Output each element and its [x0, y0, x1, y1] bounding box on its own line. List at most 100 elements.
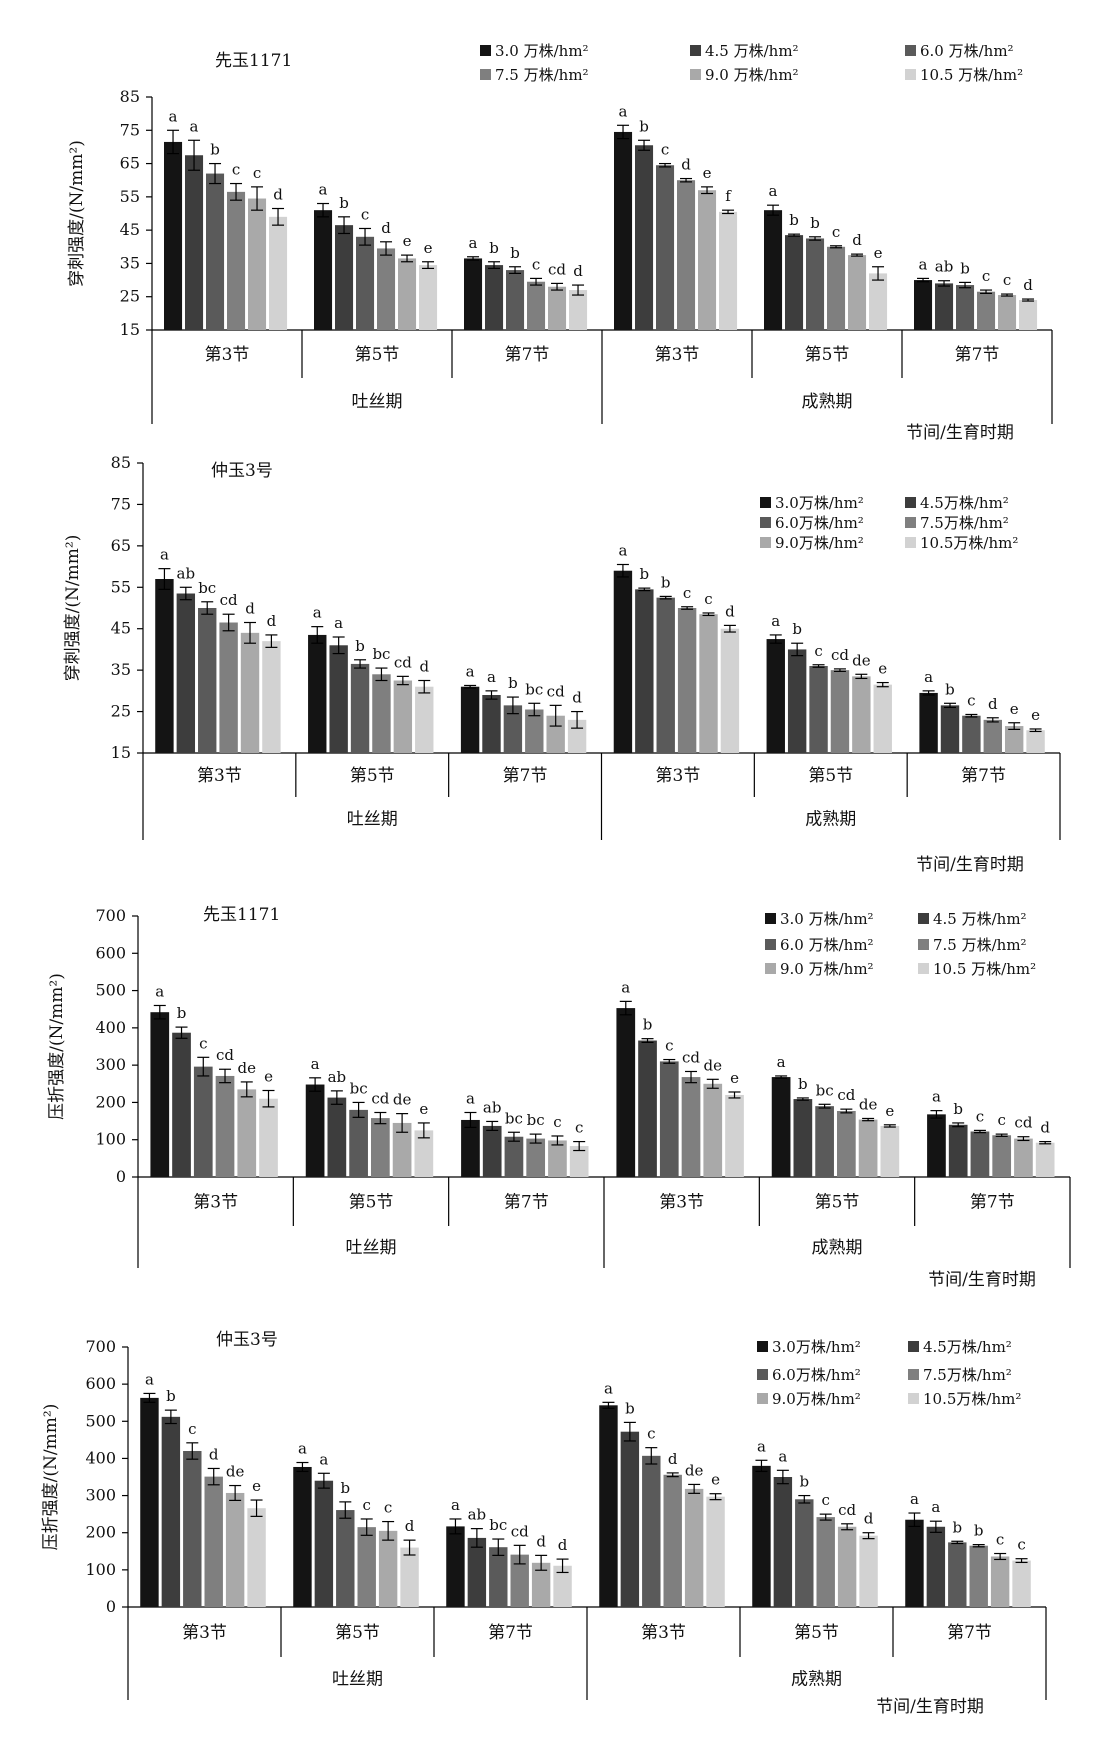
- y-tick-label: 100: [85, 1560, 116, 1579]
- significance-letter: c: [996, 1531, 1004, 1549]
- legend-swatch: [480, 69, 491, 80]
- y-tick-label: 85: [120, 87, 140, 106]
- significance-letter: d: [1023, 276, 1033, 294]
- bar: [677, 180, 696, 330]
- bar: [858, 1119, 878, 1177]
- significance-letter: a: [619, 102, 628, 120]
- bar: [613, 570, 633, 753]
- significance-letter: c: [1003, 271, 1011, 289]
- significance-letter: b: [639, 117, 649, 135]
- category-label: 第5节: [355, 345, 400, 365]
- y-tick-label: 25: [111, 702, 131, 721]
- bar: [787, 649, 807, 753]
- bar: [467, 1537, 487, 1607]
- bar: [719, 211, 738, 330]
- y-tick-label: 700: [85, 1337, 116, 1356]
- significance-letter: d: [988, 695, 998, 713]
- significance-letter: cd: [831, 646, 849, 664]
- legend-swatch: [905, 537, 916, 548]
- significance-letter: e: [419, 1100, 428, 1118]
- significance-letter: b: [974, 1522, 984, 1540]
- legend-swatch: [757, 1369, 768, 1380]
- significance-letter: d: [573, 262, 583, 280]
- legend-label: 4.5 万株/hm²: [933, 910, 1027, 928]
- legend-label: 10.5 万株/hm²: [920, 66, 1023, 84]
- bar: [482, 1125, 502, 1177]
- period-label: 成熟期: [791, 1669, 842, 1690]
- bar: [1014, 1138, 1033, 1177]
- significance-letter: b: [510, 244, 520, 262]
- significance-letter: d: [864, 1510, 874, 1528]
- legend: 3.0 万株/hm² 4.5 万株/hm² 6.0 万株/hm² 7.5 万株/hm²…: [765, 910, 1036, 978]
- bar: [614, 131, 633, 330]
- significance-letter: c: [253, 164, 261, 182]
- category-label: 第3节: [659, 1193, 704, 1213]
- significance-letter: b: [210, 141, 220, 159]
- significance-letter: c: [199, 1034, 207, 1052]
- significance-letter: a: [169, 107, 178, 125]
- chart-panel-4: 0100200300400500600700压折强度/(N/mm²)abcdde…: [41, 1330, 1047, 1717]
- significance-letter: a: [319, 1450, 328, 1468]
- significance-letter: b: [340, 1479, 350, 1497]
- y-tick-label: 45: [120, 220, 140, 239]
- bar: [259, 1098, 278, 1177]
- significance-letter: cd: [837, 1086, 855, 1104]
- significance-letter: d: [681, 156, 691, 174]
- bar: [616, 1008, 636, 1177]
- significance-letter: ab: [468, 1506, 487, 1524]
- category-label: 第3节: [205, 345, 250, 365]
- significance-letter: a: [451, 1496, 460, 1514]
- y-axis-label: 穿刺强度/(N/mm²): [63, 535, 83, 682]
- significance-letter: cd: [220, 591, 238, 609]
- bar: [357, 1527, 376, 1607]
- significance-letter: b: [952, 1518, 962, 1536]
- bar: [703, 1083, 723, 1177]
- category-label: 第7节: [504, 1193, 549, 1213]
- significance-letter: a: [160, 546, 169, 564]
- legend-label: 7.5 万株/hm²: [495, 66, 589, 84]
- significance-letter: cd: [547, 682, 565, 700]
- category-label: 第3节: [641, 1623, 686, 1643]
- legend-label: 10.5万株/hm²: [923, 1390, 1021, 1408]
- legend-label: 9.0万株/hm²: [772, 1390, 861, 1408]
- legend-label: 9.0 万株/hm²: [780, 960, 874, 978]
- legend-label: 6.0万株/hm²: [775, 514, 864, 532]
- significance-letter: ab: [177, 564, 196, 582]
- significance-letter: d: [852, 231, 862, 249]
- legend-label: 6.0万株/hm²: [772, 1366, 861, 1384]
- bar: [990, 1556, 1010, 1607]
- bar: [308, 634, 327, 753]
- bar: [248, 198, 267, 330]
- legend-swatch: [760, 517, 771, 528]
- bar: [503, 705, 523, 753]
- y-tick-label: 35: [120, 253, 140, 272]
- significance-letter: cd: [838, 1501, 856, 1519]
- significance-letter: b: [177, 1004, 187, 1022]
- y-tick-label: 400: [95, 1018, 126, 1037]
- bar: [415, 686, 434, 753]
- bar: [635, 145, 654, 330]
- legend-label: 7.5 万株/hm²: [933, 936, 1027, 954]
- significance-letter: c: [363, 1496, 371, 1514]
- bar: [926, 1526, 946, 1607]
- bar: [227, 191, 246, 330]
- significance-letter: d: [209, 1445, 219, 1463]
- period-label: 吐丝期: [346, 1238, 397, 1258]
- significance-letter: cd: [511, 1522, 529, 1540]
- bar: [525, 709, 544, 753]
- bar: [830, 670, 850, 753]
- significance-letter: c: [683, 584, 691, 602]
- bar: [247, 1508, 266, 1607]
- significance-letter: d: [273, 186, 283, 204]
- category-label: 第5节: [335, 1623, 380, 1643]
- significance-letter: b: [166, 1387, 176, 1405]
- significance-letter: e: [711, 1471, 720, 1489]
- significance-letter: de: [859, 1095, 878, 1113]
- significance-letter: b: [339, 194, 349, 212]
- legend-label: 7.5万株/hm²: [920, 514, 1009, 532]
- y-tick-label: 0: [106, 1597, 116, 1616]
- bar: [880, 1125, 900, 1177]
- bar: [681, 1077, 701, 1177]
- category-label: 第5节: [815, 1193, 860, 1213]
